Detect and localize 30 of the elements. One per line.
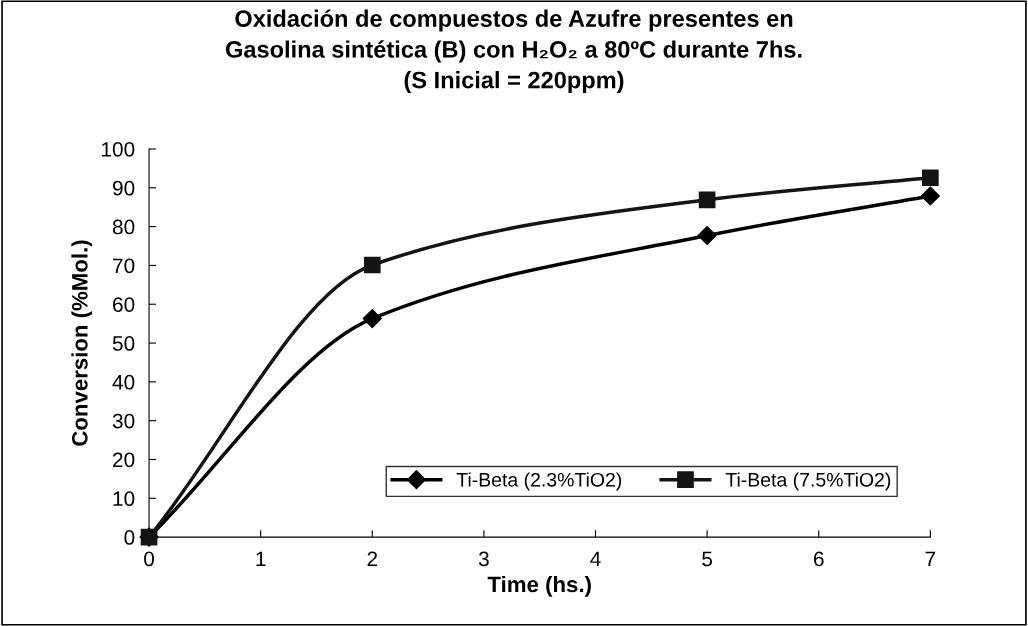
y-tick-label: 100 [102, 141, 135, 157]
point [920, 186, 940, 206]
y-axis-title: Conversion (%Mol.) [71, 240, 93, 446]
y-tick-label: 20 [113, 452, 135, 468]
legend-label: Ti-Beta (7.5%TiO2) [725, 472, 891, 491]
y-tick-label: 60 [113, 297, 135, 312]
y-tick-label: 10 [113, 491, 135, 507]
x-axis-title: Time (hs.) [487, 575, 591, 597]
legend-label: Ti-Beta (2.3%TiO2) [456, 472, 622, 491]
x-tick-label: 0 [144, 551, 155, 567]
y-tick-label: 70 [113, 258, 135, 274]
y-tick-label: 90 [112, 180, 135, 196]
point [922, 169, 939, 187]
y-tick-label: 0 [124, 530, 135, 545]
x-tick-label: 7 [925, 551, 936, 567]
y-tick-label: 50 [112, 336, 135, 351]
y-tick-label: 30 [112, 413, 135, 429]
y-tick-label: 80 [112, 219, 135, 235]
x-tick-label: 5 [702, 551, 713, 567]
chart-title: Oxidación de compuestos de Azufre presentes en Gasolina sintética (B) con H₂O₂ a 80ºC durante 7hs. (S Inicial = 220ppm) [225, 9, 802, 94]
y-tick-label: 40 [112, 374, 135, 390]
point [698, 191, 716, 209]
x-tick-label: 2 [367, 551, 378, 567]
point [363, 256, 381, 274]
x-tick-label: 3 [478, 551, 489, 567]
point [697, 226, 717, 246]
x-tick-label: 4 [590, 551, 601, 567]
x-tick-label: 1 [256, 551, 266, 567]
x-tick-label: 6 [813, 551, 824, 567]
point [362, 309, 382, 329]
